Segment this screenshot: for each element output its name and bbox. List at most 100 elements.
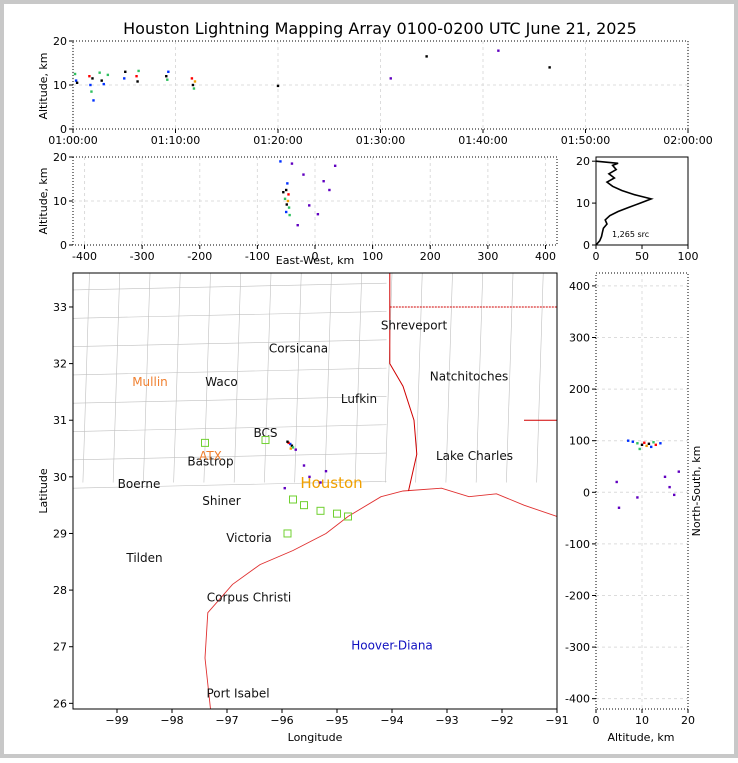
lma-station-marker	[344, 512, 352, 521]
altitude-north-south-xtick-label: 20	[681, 714, 695, 727]
east-west-xtick-label: -200	[187, 250, 212, 263]
time-altitude-xtick-label: 01:10:00	[151, 134, 200, 147]
east-west-panel: -400 -300 -200 -100 0 100 200 300 400 0 10 20 East-W…	[37, 151, 558, 267]
county-line	[173, 272, 181, 483]
time-altitude-xtick-label: 01:40:00	[458, 134, 507, 147]
east-west-xtick-label: 400	[535, 250, 556, 263]
east-west-xtick-label: 300	[477, 250, 498, 263]
city-label: Shiner	[202, 494, 241, 508]
time-altitude-point	[191, 83, 195, 87]
plan-view-source	[286, 440, 289, 443]
altitude-north-south-point	[668, 485, 671, 489]
plan-view-panel: Shreveport Corsicana Natchitoches Waco Lufki…	[37, 272, 569, 744]
county-line	[112, 272, 121, 483]
time-altitude-point	[75, 81, 79, 84]
gulf-coastline	[204, 487, 558, 710]
east-west-ytick-label: 10	[53, 195, 67, 208]
time-altitude-ytick-label: 10	[53, 79, 67, 92]
altitude-histogram-xtick-label: 100	[678, 250, 699, 263]
city-label: Waco	[205, 375, 237, 389]
altitude-north-south-ytick-label: -100	[565, 538, 590, 551]
east-west-point	[283, 197, 287, 200]
east-west-point	[285, 203, 288, 206]
city-label: Boerne	[118, 477, 161, 491]
time-altitude-point	[91, 77, 94, 80]
time-altitude-point	[497, 49, 500, 52]
plan-view-xtick-label: −93	[435, 714, 458, 727]
altitude-histogram-annotation: 1,265 src	[612, 230, 649, 239]
east-west-xtick-label: -100	[245, 250, 270, 263]
plan-view-source	[289, 447, 292, 450]
lma-station-marker	[289, 495, 297, 504]
county-line	[385, 272, 393, 483]
time-altitude-point	[135, 75, 138, 78]
east-west-point	[308, 204, 311, 207]
county-line	[72, 396, 387, 404]
altitude-histogram-ytick-label: 0	[583, 239, 590, 252]
altitude-north-south-point	[673, 493, 676, 497]
east-west-point	[287, 193, 290, 196]
county-line	[72, 481, 387, 489]
east-west-xtick-label: -300	[130, 250, 155, 263]
east-west-point	[284, 210, 288, 214]
chart-title: Houston Lightning Mapping Array 0100-020…	[123, 19, 637, 38]
altitude-north-south-ytick-label: 0	[583, 486, 590, 499]
altitude-north-south-point	[652, 441, 655, 444]
altitude-north-south-point	[677, 470, 680, 473]
altitude-north-south-point	[636, 442, 639, 445]
east-west-xlabel: East-West, km	[276, 254, 354, 267]
altitude-histogram-xtick-label: 50	[635, 250, 649, 263]
lma-station-marker	[300, 501, 308, 510]
lma-station-marker	[333, 509, 341, 518]
county-line	[264, 272, 272, 483]
altitude-north-south-ytick-label: -300	[565, 641, 590, 654]
plan-view-ytick-label: 28	[53, 584, 67, 597]
time-altitude-point	[192, 87, 196, 90]
altitude-north-south-point	[636, 496, 639, 499]
plan-view-ytick-label: 26	[53, 697, 67, 710]
east-west-point	[316, 213, 320, 216]
east-west-xtick-label: -400	[72, 250, 97, 263]
site-label: Mullin	[132, 375, 168, 389]
altitude-histogram-xtick-label: 0	[593, 250, 600, 263]
altitude-histogram-ytick-label: 10	[576, 197, 590, 210]
time-altitude-point	[167, 70, 170, 73]
city-label: BCS	[253, 426, 277, 440]
time-altitude-xtick-label: 01:20:00	[253, 134, 302, 147]
city-label: Corsicana	[269, 341, 328, 355]
county-line	[506, 272, 514, 483]
time-altitude-xtick-label: 01:00:00	[48, 134, 97, 147]
altitude-north-south-xtick-label: 0	[593, 714, 600, 727]
time-altitude-point	[98, 71, 101, 74]
city-label: Victoria	[226, 531, 272, 545]
time-altitude-point	[88, 75, 91, 78]
east-west-point	[286, 182, 289, 185]
time-altitude-point	[92, 99, 95, 102]
time-altitude-point	[276, 84, 280, 88]
altitude-north-south-point	[638, 447, 641, 451]
county-line	[536, 272, 544, 483]
plan-view-source	[308, 475, 311, 479]
county-line	[475, 272, 484, 483]
city-label: Shreveport	[381, 319, 448, 333]
time-altitude-ylabel: Altitude, km	[37, 52, 50, 119]
time-altitude-point	[425, 55, 428, 58]
altitude-north-south-point	[650, 445, 653, 449]
altitude-north-south-point	[659, 442, 662, 445]
plan-view-source	[294, 448, 297, 451]
county-line	[72, 311, 387, 319]
plan-view-ytick-label: 29	[53, 527, 67, 540]
altitude-north-south-ytick-label: 400	[569, 280, 590, 293]
plan-view-xtick-label: −91	[545, 714, 568, 727]
plan-view-xtick-label: −95	[325, 714, 348, 727]
plan-view-source	[324, 469, 328, 473]
time-altitude-point	[389, 77, 392, 80]
plan-view-xtick-label: −96	[270, 714, 293, 727]
county-line	[72, 424, 387, 432]
plan-view-source	[291, 446, 295, 449]
east-west-point	[287, 206, 291, 209]
altitude-north-south-ytick-label: -400	[565, 693, 590, 706]
county-line	[72, 339, 387, 347]
altitude-north-south-point	[663, 475, 667, 479]
